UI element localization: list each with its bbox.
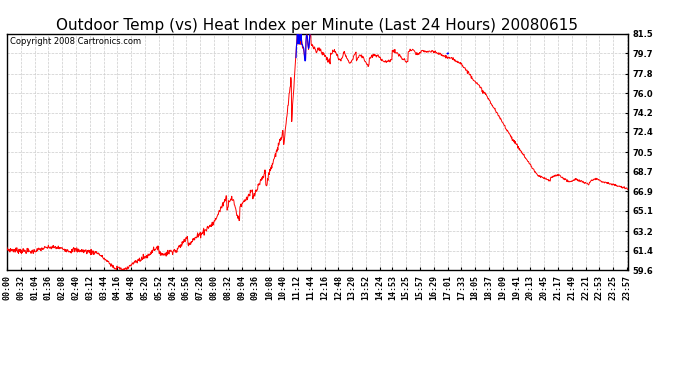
- Title: Outdoor Temp (vs) Heat Index per Minute (Last 24 Hours) 20080615: Outdoor Temp (vs) Heat Index per Minute …: [57, 18, 578, 33]
- Text: Copyright 2008 Cartronics.com: Copyright 2008 Cartronics.com: [10, 37, 141, 46]
